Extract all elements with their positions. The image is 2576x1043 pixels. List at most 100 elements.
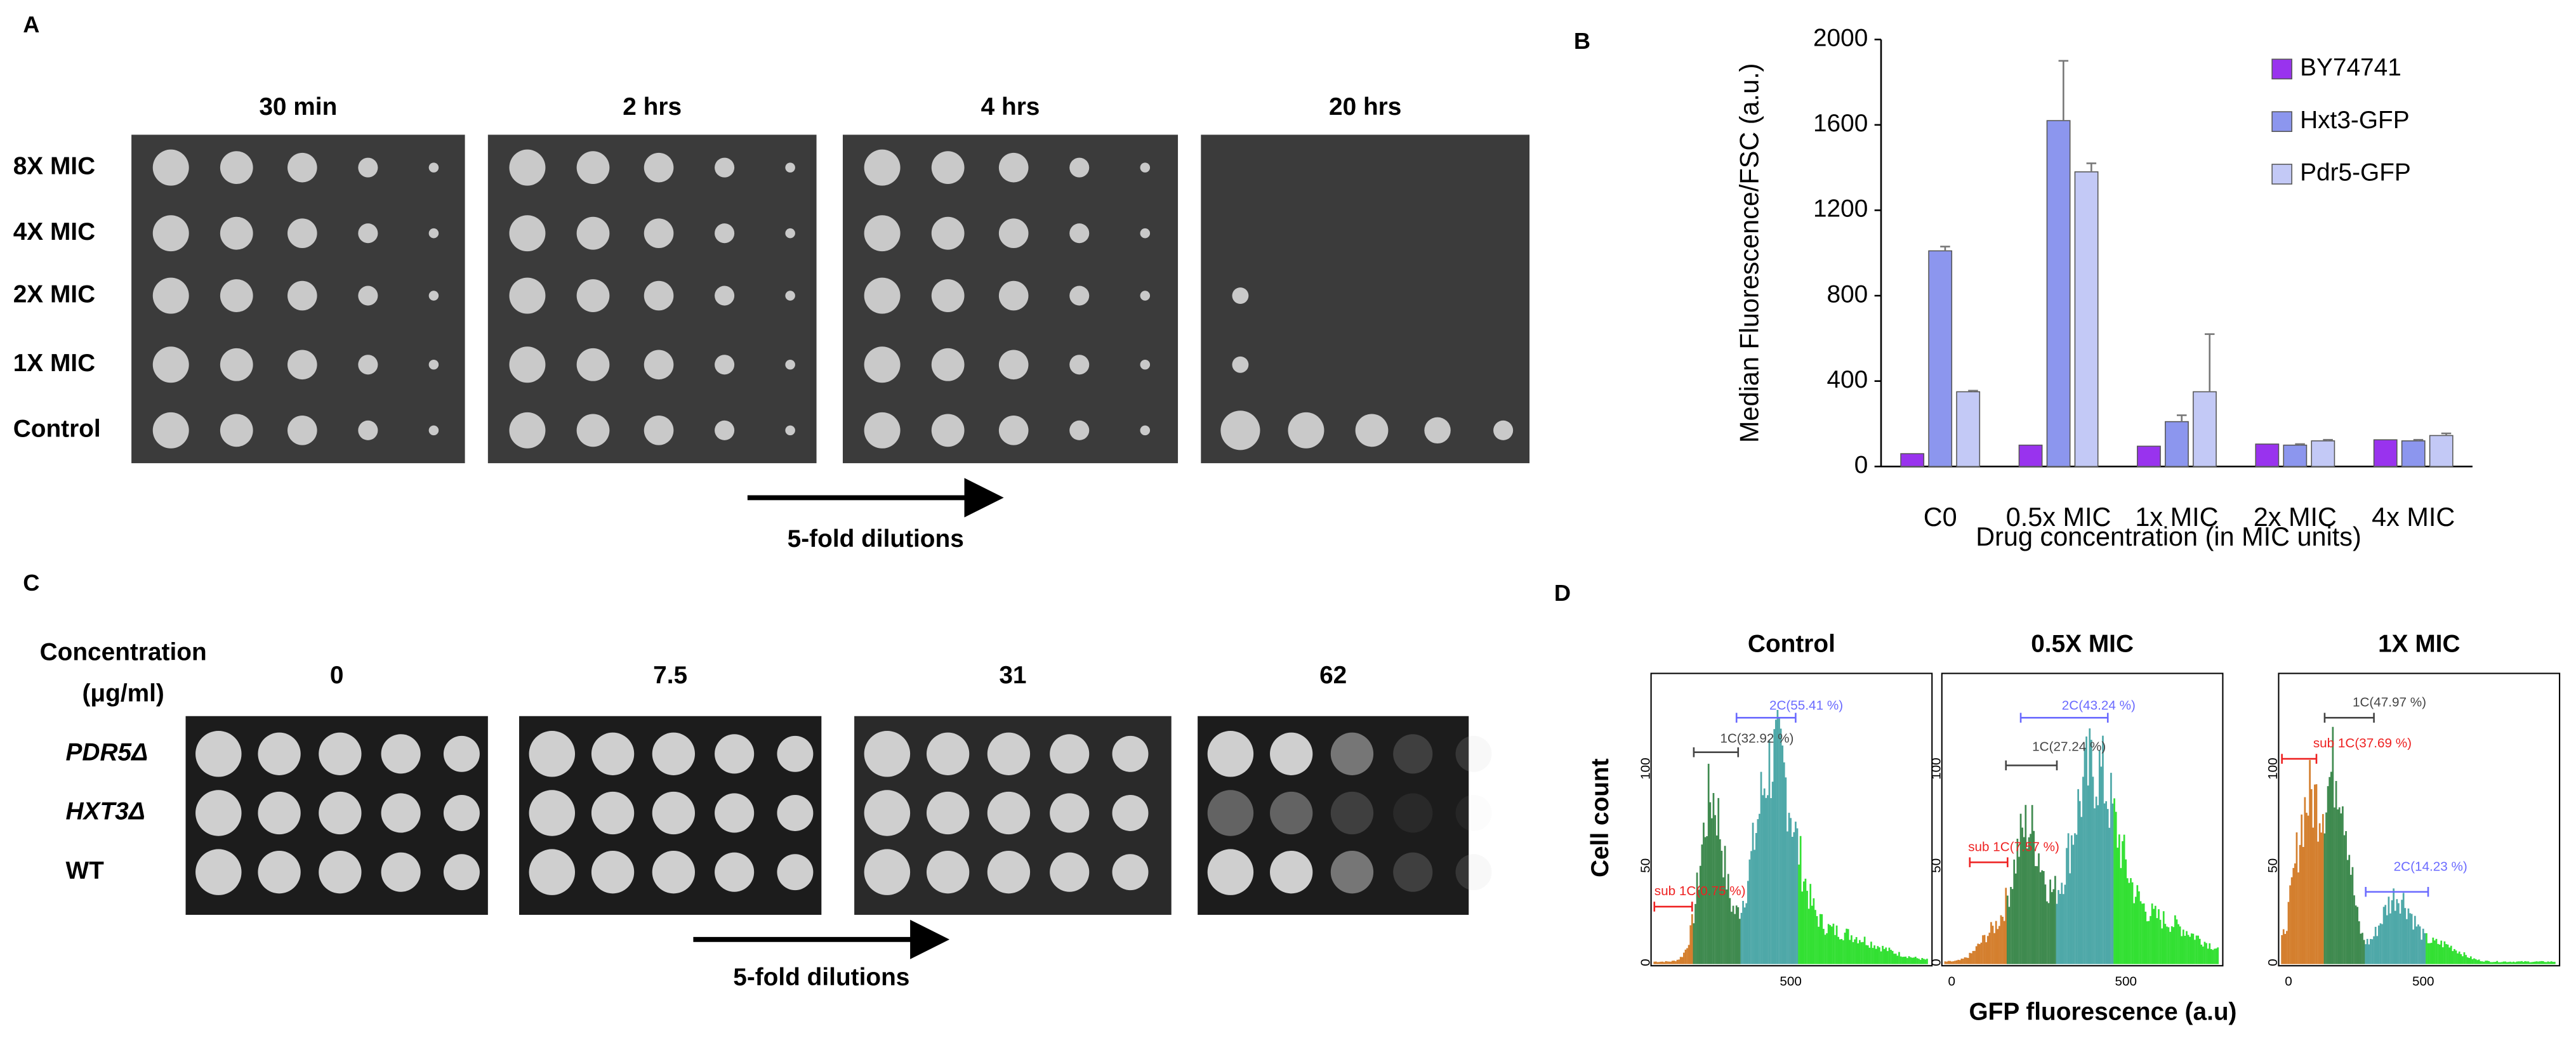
colony-spot xyxy=(287,218,317,248)
colony-spot xyxy=(381,852,421,892)
colony-spot xyxy=(1424,417,1451,444)
colony-spot xyxy=(1140,162,1151,173)
colony-spot xyxy=(319,732,362,775)
column-title: 7.5 xyxy=(653,662,687,689)
colony-spot xyxy=(509,412,546,449)
colony-spot xyxy=(358,285,378,306)
colony-spot xyxy=(998,416,1029,445)
colony-spot xyxy=(931,414,965,447)
colony-spot xyxy=(1069,285,1090,306)
colony-spot xyxy=(715,734,755,774)
colony-spot xyxy=(785,228,795,239)
row-label: 8X MIC xyxy=(13,152,95,180)
colony-spot xyxy=(1232,287,1249,305)
y-tick-label: 100 xyxy=(1638,758,1653,780)
colony-spot xyxy=(1207,790,1254,836)
colony-spot xyxy=(1140,291,1151,301)
colony-spot xyxy=(443,795,480,831)
y-tick-label: 0 xyxy=(1638,959,1653,966)
colony-spot xyxy=(195,790,242,836)
column-title: 20 hrs xyxy=(1329,93,1401,121)
y-tick-label: 400 xyxy=(1827,366,1868,393)
colony-spot xyxy=(777,795,814,831)
colony-spot xyxy=(1288,412,1324,449)
colony-spot xyxy=(998,280,1029,311)
y-tick-label: 100 xyxy=(2266,758,2280,780)
colony-spot xyxy=(358,355,378,375)
colony-spot xyxy=(785,162,795,173)
colony-spot xyxy=(777,854,814,891)
colony-spot xyxy=(509,277,546,314)
concentration-label: Concentration xyxy=(40,639,207,666)
y-tick-label: 0 xyxy=(1854,452,1868,479)
gate-label: 2C(14.23 %) xyxy=(2394,859,2467,874)
colony-spot xyxy=(1455,735,1492,772)
colony-spot xyxy=(428,228,439,239)
bar xyxy=(1956,391,1981,468)
colony-spot xyxy=(509,149,546,186)
colony-spot xyxy=(1232,356,1249,373)
colony-spot xyxy=(591,732,635,775)
colony-spot xyxy=(152,346,189,383)
colony-spot xyxy=(428,291,439,301)
colony-spot xyxy=(864,849,911,895)
plot-title: 0.5X MIC xyxy=(2031,631,2134,658)
y-axis-label: Median Fluorescence/FSC (a.u.) xyxy=(1734,63,1764,443)
colony-spot xyxy=(152,277,189,314)
colony-spot xyxy=(715,793,755,833)
colony-spot xyxy=(258,851,301,894)
colony-spot xyxy=(358,157,378,178)
colony-spot xyxy=(864,277,901,314)
colony-spot xyxy=(287,350,317,380)
bar xyxy=(2311,440,2335,468)
bar xyxy=(2074,171,2099,468)
colony-spot xyxy=(715,285,735,306)
panel-label: D xyxy=(1554,580,1571,606)
colony-spot xyxy=(319,791,362,835)
concentration-label: (μg/ml) xyxy=(82,679,164,707)
colony-spot xyxy=(220,414,253,447)
colony-spot xyxy=(381,793,421,833)
legend-label: BY74741 xyxy=(2300,54,2401,81)
colony-spot xyxy=(652,732,695,775)
colony-spot xyxy=(644,416,674,445)
error-bar xyxy=(2441,432,2452,436)
error-bar xyxy=(2413,438,2424,441)
gate-label: sub 1C(7.57 %) xyxy=(1968,839,2059,854)
error-bar xyxy=(2204,333,2215,392)
error-bar xyxy=(2295,443,2305,445)
y-tick-label: 50 xyxy=(1638,858,1653,873)
colony-spot xyxy=(529,731,576,777)
gate-label: 2C(55.41 %) xyxy=(1769,699,1843,713)
bar xyxy=(2283,444,2308,468)
colony-spot xyxy=(152,215,189,252)
colony-spot xyxy=(1050,734,1090,774)
plot-title: 1X MIC xyxy=(2378,631,2460,658)
y-axis-label: Cell count xyxy=(1587,758,1614,877)
colony-spot xyxy=(220,151,253,185)
x-tick-label: 1x MIC xyxy=(2135,502,2218,532)
colony-spot xyxy=(644,350,674,380)
colony-spot xyxy=(715,223,735,244)
legend-swatch xyxy=(2271,58,2292,80)
legend-swatch xyxy=(2271,164,2292,185)
bar xyxy=(2018,444,2043,468)
colony-spot xyxy=(1455,854,1492,891)
arrow-label: 5-fold dilutions xyxy=(788,525,964,553)
colony-spot xyxy=(1455,795,1492,831)
colony-spot xyxy=(1393,734,1433,774)
row-label: HXT3Δ xyxy=(66,798,145,825)
bar xyxy=(2373,439,2398,468)
y-tick-label: 50 xyxy=(1929,858,1943,873)
colony-spot xyxy=(1069,157,1090,178)
colony-spot xyxy=(987,851,1031,894)
colony-spot xyxy=(529,790,576,836)
error-bar xyxy=(2176,414,2187,422)
colony-spot xyxy=(1270,732,1313,775)
colony-spot xyxy=(998,152,1029,183)
colony-spot xyxy=(509,346,546,383)
colony-spot xyxy=(358,223,378,244)
colony-spot xyxy=(1069,223,1090,244)
x-axis-label: Drug concentration (in MIC units) xyxy=(1976,522,2361,551)
colony-spot xyxy=(258,791,301,835)
